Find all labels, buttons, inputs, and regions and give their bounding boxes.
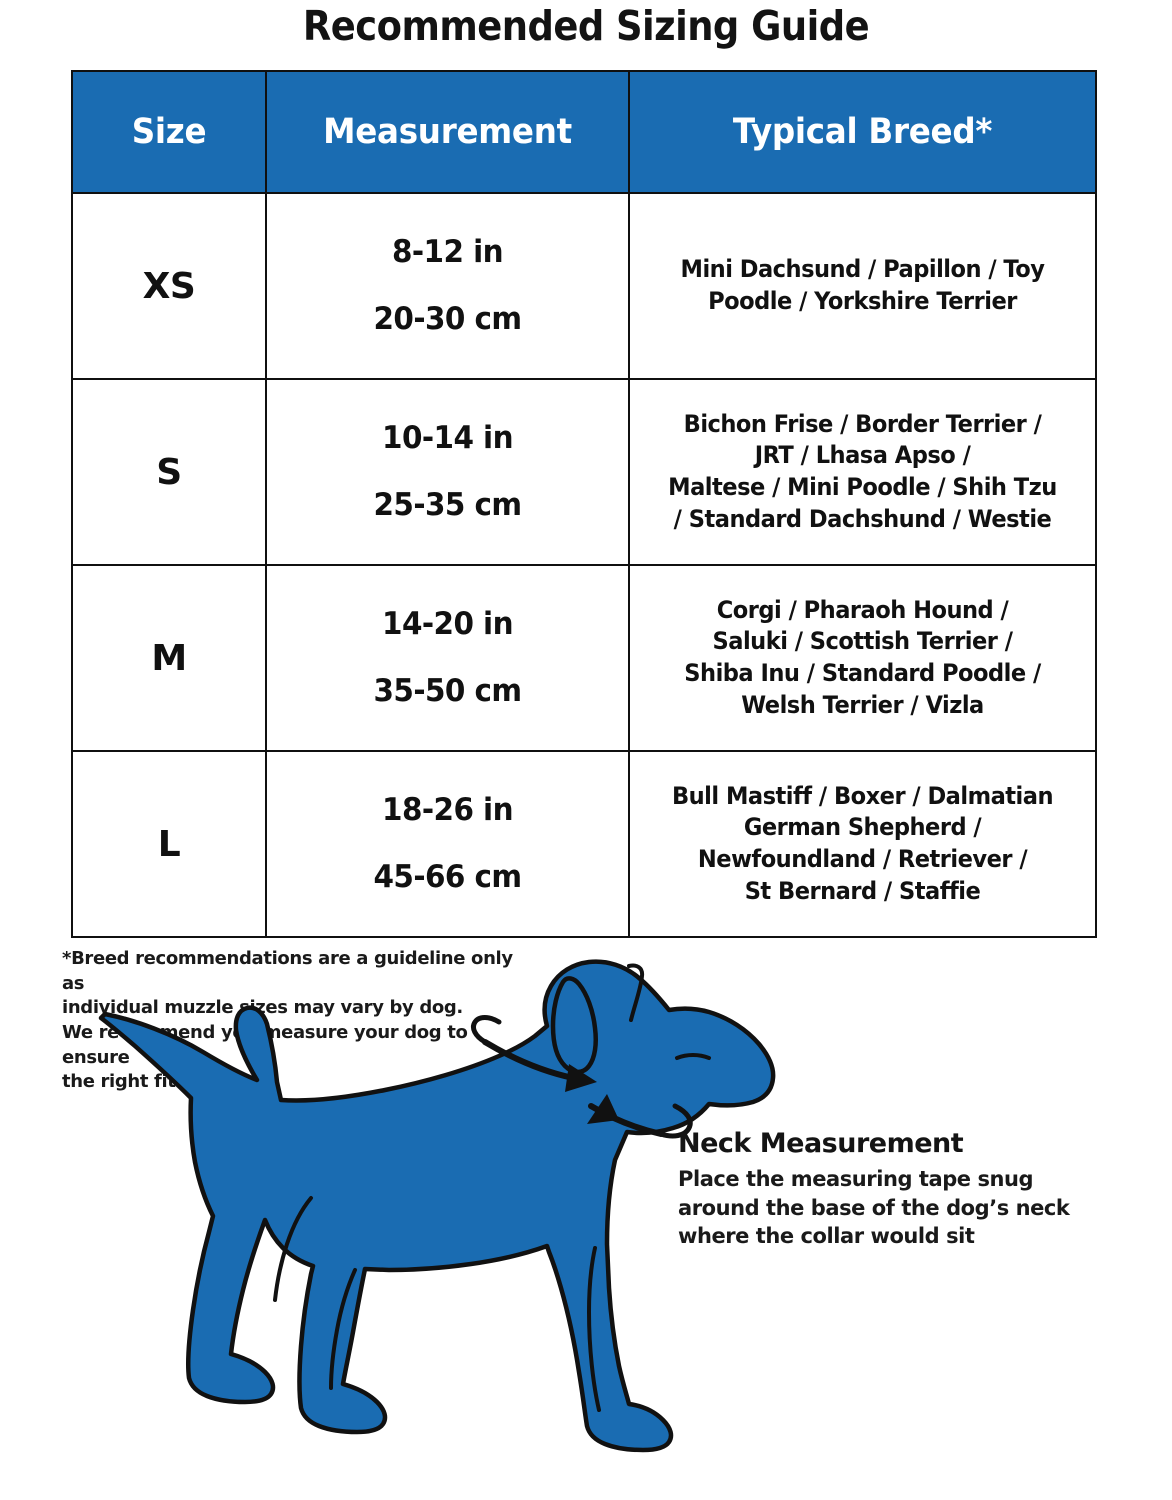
table-body: XS 8-12 in 20-30 cm Mini Dachsund / Papi… — [71, 192, 1097, 938]
footnote-line: the right fit. — [62, 1071, 183, 1093]
measurement-value: 8-12 in 20-30 cm — [265, 192, 630, 380]
neck-tape-front-hook — [658, 1103, 693, 1139]
breed-line: Newfoundland / Retriever / — [697, 845, 1028, 873]
neck-measurement-heading: Neck Measurement — [678, 1128, 964, 1159]
breed-list: Corgi / Pharaoh Hound / Saluki / Scottis… — [628, 564, 1097, 752]
size-value: L — [71, 750, 267, 938]
neck-measurement-block: Neck Measurement Place the measuring tap… — [678, 1128, 1098, 1251]
dog-hind-leg-line — [329, 1268, 357, 1390]
size-value: S — [71, 378, 267, 566]
table-header-row: Size Measurement Typical Breed* — [71, 70, 1097, 194]
measurement-value: 18-26 in 45-66 cm — [265, 750, 630, 938]
size-value: XS — [71, 192, 267, 380]
neck-measurement-line: Place the measuring tape snug — [678, 1167, 1034, 1191]
measurement-centimeters: 20-30 cm — [373, 301, 522, 337]
neck-tape-back — [470, 1015, 502, 1045]
table-row: L 18-26 in 45-66 cm Bull Mastiff / Boxer… — [71, 750, 1097, 938]
column-header-size-label: Size — [131, 112, 207, 152]
breed-list: Bichon Frise / Border Terrier / JRT / Lh… — [628, 378, 1097, 566]
neck-tape-lower — [588, 1103, 664, 1137]
breed-line: Welsh Terrier / Vizla — [741, 690, 984, 719]
dog-front-leg-line — [586, 1246, 601, 1412]
column-header-breed-label: Typical Breed* — [732, 112, 993, 152]
breed-line: Saluki / Scottish Terrier / — [712, 627, 1013, 656]
dog-eye — [627, 963, 645, 1022]
footnote-line: individual muzzle sizes may vary by dog. — [62, 997, 463, 1019]
neck-measurement-description: Place the measuring tape snug around the… — [678, 1165, 1098, 1251]
column-header-breed: Typical Breed* — [628, 70, 1097, 194]
dog-mouth-line — [675, 1053, 711, 1060]
page-title: Recommended Sizing Guide — [302, 2, 870, 50]
measurement-value: 14-20 in 35-50 cm — [265, 564, 630, 752]
dog-body-shape — [98, 959, 776, 1453]
breed-list: Bull Mastiff / Boxer / Dalmatian German … — [628, 750, 1097, 938]
measurement-centimeters: 35-50 cm — [373, 673, 522, 709]
breed-line: Maltese / Mini Poodle / Shih Tzu — [668, 473, 1057, 501]
measurement-centimeters: 45-66 cm — [373, 859, 522, 895]
measurement-inches: 14-20 in — [382, 606, 514, 642]
measurement-value: 10-14 in 25-35 cm — [265, 378, 630, 566]
neck-tape-arrow-left — [587, 1094, 619, 1124]
column-header-measurement: Measurement — [265, 70, 630, 194]
breed-line: / Standard Dachshund / Westie — [673, 504, 1052, 533]
neck-tape-upper — [482, 1039, 576, 1081]
footnote-line: *Breed recommendations are a guideline o… — [62, 948, 513, 994]
table-row: XS 8-12 in 20-30 cm Mini Dachsund / Papi… — [71, 192, 1097, 380]
measurement-inches: 8-12 in — [391, 234, 504, 270]
breed-line: Bichon Frise / Border Terrier / — [683, 409, 1042, 438]
breed-line: Shiba Inu / Standard Poodle / — [684, 659, 1041, 687]
breed-line: St Bernard / Staffie — [744, 876, 981, 905]
measurement-centimeters: 25-35 cm — [373, 487, 522, 523]
neck-measurement-line: where the collar would sit — [678, 1224, 975, 1249]
breed-line: Bull Mastiff / Boxer / Dalmatian — [671, 781, 1054, 810]
breed-line: German Shepherd / — [743, 813, 982, 842]
table-row: S 10-14 in 25-35 cm Bichon Frise / Borde… — [71, 378, 1097, 566]
breed-line: JRT / Lhasa Apso / — [754, 441, 971, 470]
dog-illustration — [98, 959, 776, 1453]
neck-tape-arrow-right — [565, 1064, 597, 1092]
size-value: M — [71, 564, 267, 752]
dog-rear-leg-line — [273, 1196, 313, 1302]
column-header-measurement-label: Measurement — [323, 112, 572, 152]
breed-list: Mini Dachsund / Papillon / Toy Poodle / … — [628, 192, 1097, 380]
sizing-table: Size Measurement Typical Breed* XS 8-12 … — [71, 70, 1097, 938]
breed-line: Corgi / Pharaoh Hound / — [716, 595, 1009, 624]
measurement-inches: 18-26 in — [382, 792, 514, 828]
dog-ear-shape — [550, 976, 598, 1075]
table-header: Size Measurement Typical Breed* — [71, 70, 1097, 194]
measurement-inches: 10-14 in — [382, 420, 514, 456]
table-row: M 14-20 in 35-50 cm Corgi / Pharaoh Houn… — [71, 564, 1097, 752]
breed-line: Mini Dachsund / Papillon / Toy — [680, 255, 1045, 284]
column-header-size: Size — [71, 70, 267, 194]
breed-line: Poodle / Yorkshire Terrier — [708, 287, 1017, 315]
neck-measurement-line: around the base of the dog’s neck — [678, 1195, 1070, 1220]
